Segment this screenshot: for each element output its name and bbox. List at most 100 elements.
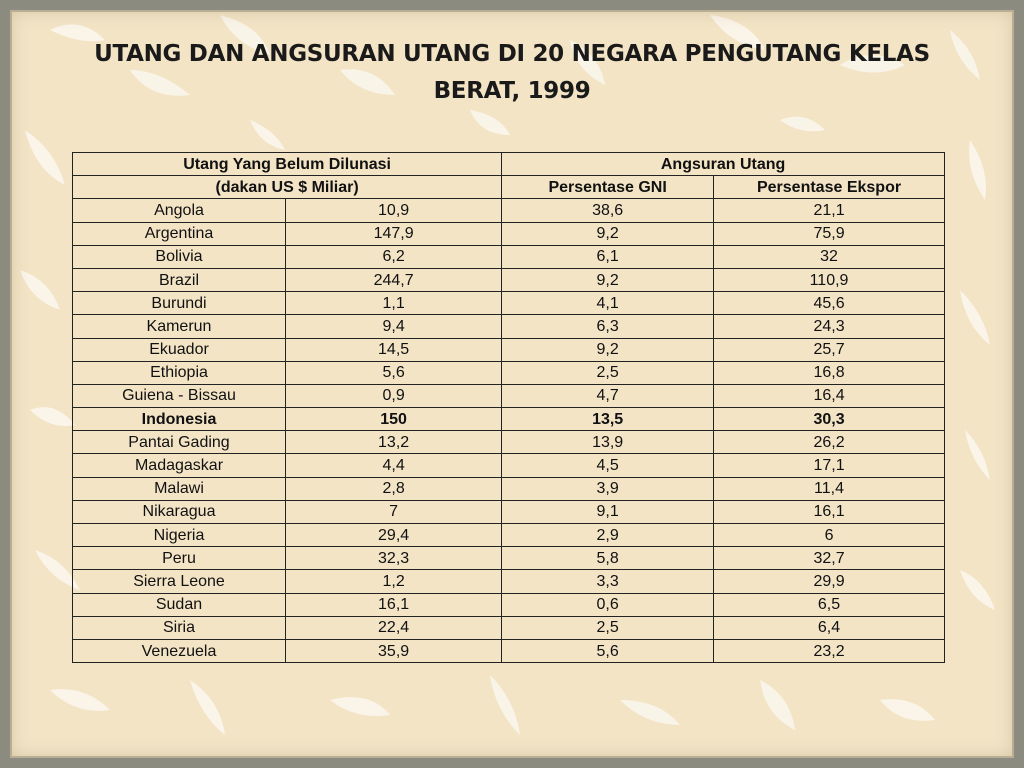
slide-title: UTANG DAN ANGSURAN UTANG DI 20 NEGARA PE…	[94, 41, 930, 104]
country-cell: Ethiopia	[72, 360, 286, 385]
country-cell: Guiena - Bissau	[72, 383, 286, 409]
table-row: Indonesia 150 13,5 30,3	[72, 407, 945, 432]
export-cell: 29,9	[713, 569, 945, 594]
debt-cell: 4,4	[284, 453, 503, 478]
gni-cell: 4,7	[501, 383, 715, 409]
gni-cell: 3,3	[501, 569, 715, 594]
debt-cell: 2,8	[284, 476, 503, 501]
table-row: Guiena - Bissau 0,9 4,7 16,4	[72, 383, 945, 409]
gni-cell: 6,3	[501, 314, 715, 339]
debt-cell: 22,4	[284, 615, 503, 640]
debt-cell: 14,5	[284, 337, 503, 362]
petal-background-pattern	[20, 15, 995, 735]
gni-cell: 2,9	[501, 522, 715, 548]
country-cell: Sudan	[72, 592, 286, 617]
table-row: Venezuela 35,9 5,6 23,2	[72, 638, 945, 664]
country-cell: Peru	[72, 546, 286, 571]
gni-cell: 38,6	[501, 198, 715, 223]
country-cell: Brazil	[72, 267, 286, 293]
debt-cell: 147,9	[284, 221, 503, 246]
country-cell: Malawi	[72, 476, 286, 501]
country-cell: Siria	[72, 615, 286, 640]
debt-cell: 150	[284, 407, 503, 432]
export-cell: 32	[713, 244, 945, 269]
debt-cell: 0,9	[284, 383, 503, 409]
export-cell: 17,1	[713, 453, 945, 478]
export-cell: 24,3	[713, 314, 945, 339]
table-row: Argentina 147,9 9,2 75,9	[72, 221, 945, 246]
gni-cell: 0,6	[501, 592, 715, 617]
table-row: Kamerun 9,4 6,3 24,3	[72, 314, 945, 339]
header-installment: Angsuran Utang	[501, 151, 945, 177]
export-cell: 16,4	[713, 383, 945, 409]
export-cell: 25,7	[713, 337, 945, 362]
debt-cell: 6,2	[284, 244, 503, 269]
table-row: Bolivia 6,2 6,1 32	[72, 244, 945, 269]
export-cell: 6,5	[713, 592, 945, 617]
debt-cell: 244,7	[284, 267, 503, 293]
export-cell: 30,3	[713, 407, 945, 432]
gni-cell: 9,2	[501, 221, 715, 246]
country-cell: Kamerun	[72, 314, 286, 339]
export-cell: 16,1	[713, 499, 945, 525]
debt-cell: 35,9	[284, 638, 503, 664]
export-cell: 110,9	[713, 267, 945, 293]
table-body: Angola 10,9 38,6 21,1 Argentina 147,9 9,2 75,9 B…	[72, 198, 945, 664]
country-cell: Madagaskar	[72, 453, 286, 478]
country-cell: Argentina	[72, 221, 286, 246]
country-cell: Pantai Gading	[72, 430, 286, 455]
export-cell: 75,9	[713, 221, 945, 246]
header-debt: Utang Yang Belum Dilunasi	[71, 151, 503, 177]
debt-cell: 32,3	[284, 546, 503, 571]
gni-cell: 3,9	[501, 476, 715, 501]
table-row: Nikaragua 7 9,1 16,1	[72, 499, 945, 525]
gni-cell: 9,2	[501, 337, 715, 362]
header-export: Persentase Ekspor	[713, 175, 945, 200]
debt-cell: 5,6	[284, 360, 503, 385]
export-cell: 16,8	[713, 360, 945, 385]
table-row: Sudan 16,1 0,6 6,5	[72, 592, 945, 617]
gni-cell: 6,1	[501, 244, 715, 269]
table-row: Malawi 2,8 3,9 11,4	[72, 476, 945, 501]
country-cell: Burundi	[72, 291, 286, 316]
country-cell: Nikaragua	[72, 499, 286, 525]
gni-cell: 5,8	[501, 546, 715, 571]
export-cell: 23,2	[713, 638, 945, 664]
debt-cell: 7	[284, 499, 503, 525]
table-row: Brazil 244,7 9,2 110,9	[72, 267, 945, 293]
table-row: Angola 10,9 38,6 21,1	[72, 198, 945, 223]
country-cell: Bolivia	[72, 244, 286, 269]
debt-cell: 10,9	[284, 198, 503, 223]
country-cell: Angola	[72, 198, 286, 223]
country-cell: Venezuela	[72, 638, 286, 664]
table-header-row: Utang Yang Belum Dilunasi Angsuran Utang	[71, 151, 945, 177]
country-cell: Ekuador	[72, 337, 286, 362]
header-gni: Persentase GNI	[501, 175, 715, 200]
debt-cell: 1,1	[284, 291, 503, 316]
debt-cell: 29,4	[284, 522, 503, 548]
gni-cell: 13,9	[501, 430, 715, 455]
export-cell: 6,4	[713, 615, 945, 640]
header-debt-unit: (dakan US $ Miliar)	[71, 175, 503, 200]
country-cell: Sierra Leone	[72, 569, 286, 594]
debt-table: Utang Yang Belum Dilunasi Angsuran Utang…	[71, 151, 945, 664]
gni-cell: 2,5	[501, 360, 715, 385]
gni-cell: 13,5	[501, 407, 715, 432]
table-row: Nigeria 29,4 2,9 6	[72, 522, 945, 548]
export-cell: 21,1	[713, 198, 945, 223]
table-row: Burundi 1,1 4,1 45,6	[72, 291, 945, 316]
country-cell: Nigeria	[72, 522, 286, 548]
table-row: Peru 32,3 5,8 32,7	[72, 546, 945, 571]
debt-cell: 1,2	[284, 569, 503, 594]
gni-cell: 9,2	[501, 267, 715, 293]
table-row: Madagaskar 4,4 4,5 17,1	[72, 453, 945, 478]
export-cell: 45,6	[713, 291, 945, 316]
table-row: Sierra Leone 1,2 3,3 29,9	[72, 569, 945, 594]
table-row: Ekuador 14,5 9,2 25,7	[72, 337, 945, 362]
debt-cell: 9,4	[284, 314, 503, 339]
table-row: Pantai Gading 13,2 13,9 26,2	[72, 430, 945, 455]
table-row: Siria 22,4 2,5 6,4	[72, 615, 945, 640]
gni-cell: 2,5	[501, 615, 715, 640]
export-cell: 11,4	[713, 476, 945, 501]
